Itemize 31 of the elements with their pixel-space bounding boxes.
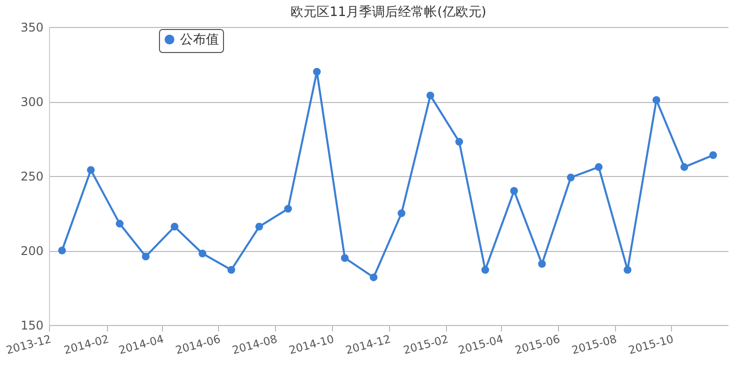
point [142, 252, 150, 260]
legend-label: 公布值 [180, 32, 219, 48]
point [566, 174, 575, 182]
point [481, 266, 490, 274]
y-tick-label: 350 [20, 20, 44, 34]
point [652, 96, 660, 104]
point [86, 166, 95, 174]
point [398, 209, 406, 218]
point [594, 163, 603, 171]
y-tick-label: 200 [20, 244, 44, 258]
point [284, 204, 292, 213]
point [455, 138, 464, 146]
point [538, 260, 546, 268]
point [58, 246, 66, 254]
point [426, 92, 434, 100]
point [510, 187, 518, 195]
point [227, 266, 236, 274]
point [709, 151, 717, 160]
chart-title: 欧元区11月季调后经常帐(亿欧元) [290, 5, 486, 20]
point [198, 250, 206, 258]
point [680, 163, 688, 171]
y-tick-label: 300 [20, 95, 44, 109]
point [370, 273, 378, 282]
point [255, 222, 264, 231]
y-tick-label: 250 [20, 170, 44, 184]
point [170, 222, 178, 231]
y-tick-label: 150 [20, 318, 44, 332]
point [116, 220, 124, 228]
point [624, 266, 632, 274]
point [340, 254, 349, 262]
point [313, 68, 321, 76]
